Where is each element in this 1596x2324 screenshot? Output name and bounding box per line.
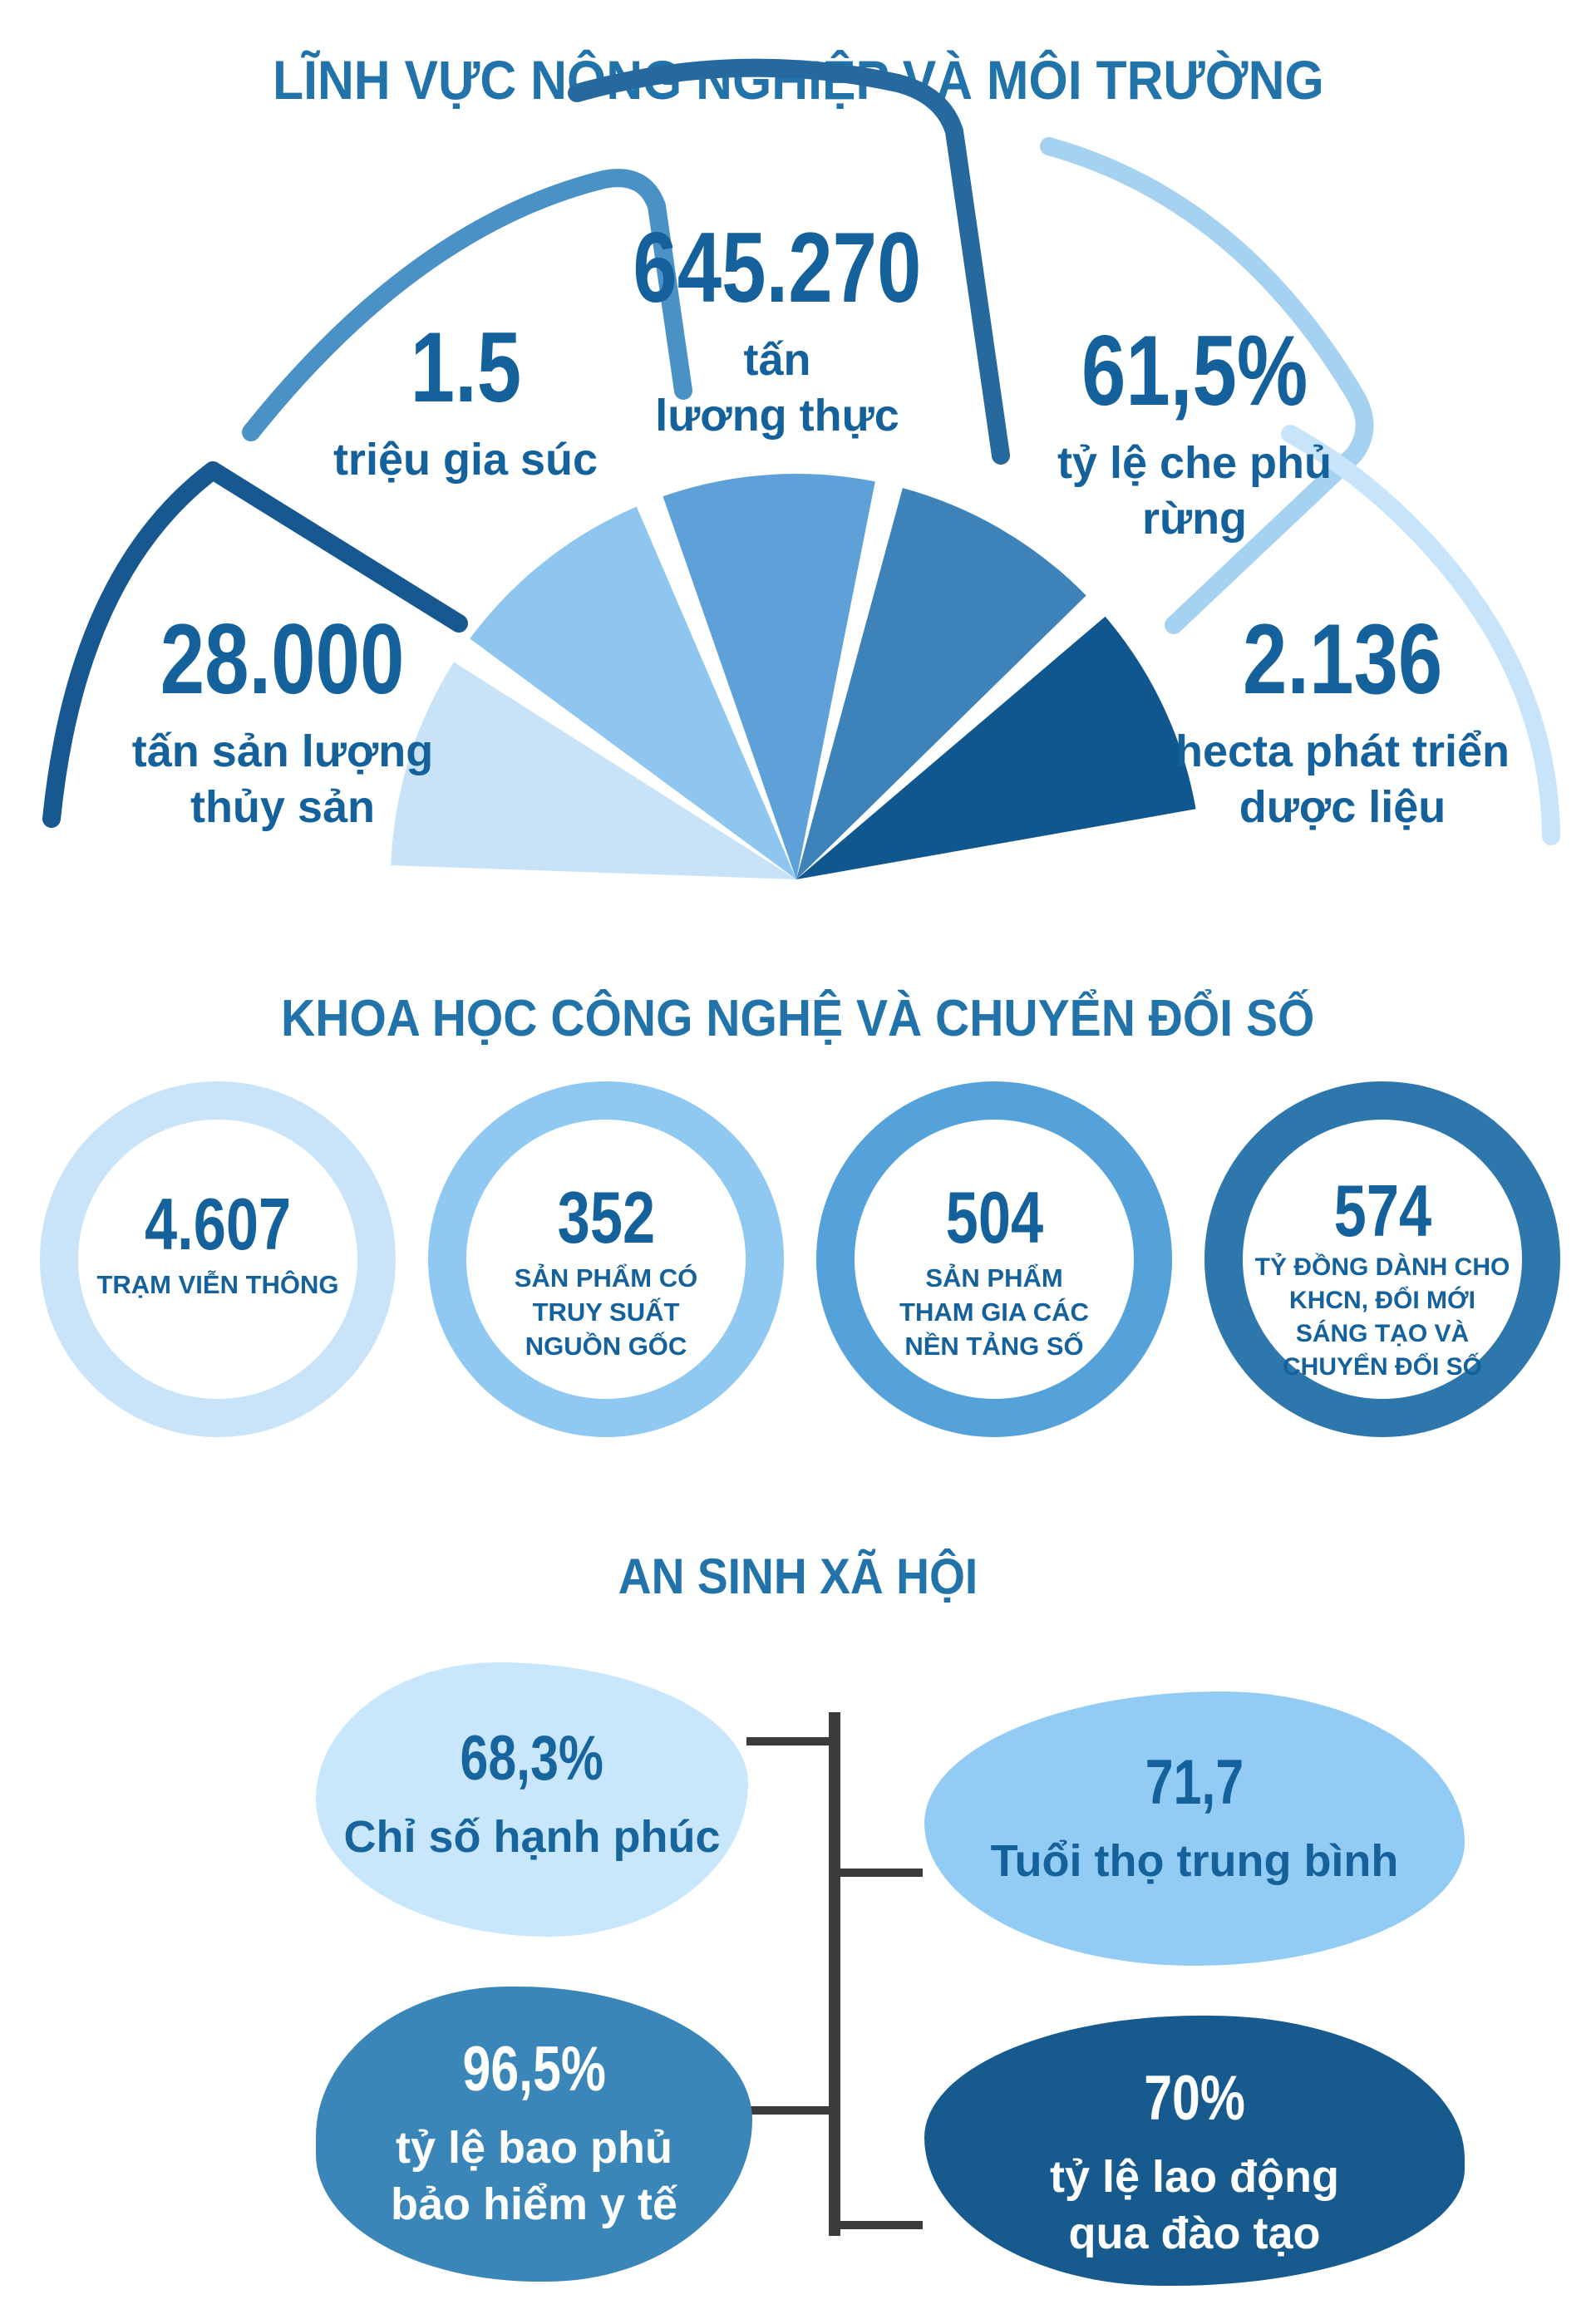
fan-wedge-3 xyxy=(663,474,875,879)
stat-blob-life-expectancy: 71,7 Tuổi thọ trung bình xyxy=(924,1691,1465,1966)
connector-branch-life-expectancy xyxy=(840,1869,923,1877)
circle-label: SẢN PHẨM THAM GIA CÁC NỀN TẢNG SỐ xyxy=(899,1263,1089,1361)
stat-duoc-lieu-label: hecta phát triển dược liệu xyxy=(1175,726,1510,832)
petal-arc-duoc-lieu xyxy=(1281,425,1560,845)
petal-arc-thuy-san xyxy=(42,461,468,828)
petal-arc-luong-thuc xyxy=(568,58,1010,465)
circle-value: 4.607 xyxy=(144,1183,292,1265)
stat-gia-suc: 1.5 triệu gia súc xyxy=(299,318,632,488)
connector-branch-happiness xyxy=(746,1737,829,1745)
stat-duoc-lieu-value: 2.136 xyxy=(1242,603,1443,715)
stat-blob-trained-labor: 70% tỷ lệ lao động qua đào tạo xyxy=(924,2016,1465,2286)
stat-circle-tram-vien-thong: 4.607 TRẠM VIỄN THÔNG xyxy=(40,1081,396,1437)
section-title-agriculture: LĨNH VỰC NÔNG NGHIỆP VÀ MÔI TRƯỜNG xyxy=(0,48,1596,111)
stat-duoc-lieu: 2.136 hecta phát triển dược liệu xyxy=(1135,609,1550,835)
section-title-social-text: AN SINH XÃ HỘI xyxy=(618,1549,978,1604)
fan-wedge-2 xyxy=(470,506,796,879)
section-title-agriculture-text: LĨNH VỰC NÔNG NGHIỆP VÀ MÔI TRƯỜNG xyxy=(272,49,1324,111)
blob-label: Tuổi thọ trung bình xyxy=(990,1836,1399,1886)
stat-che-phu-rung: 61,5% tỷ lệ che phủ rừng xyxy=(987,321,1402,547)
stat-circle-ty-dong-khcn: 574 TỶ ĐỒNG DÀNH CHO KHCN, ĐỔI MỚI SÁNG … xyxy=(1204,1081,1560,1437)
circle-value: 352 xyxy=(557,1176,655,1258)
petal-arc-che-phu-rung xyxy=(1040,137,1374,634)
stat-circle-truy-suat-nguon-goc: 352 SẢN PHẨM CÓ TRUY SUẤT NGUỒN GỐC xyxy=(428,1081,784,1437)
stat-gia-suc-value: 1.5 xyxy=(410,312,521,423)
petal-arc-gia-suc xyxy=(242,169,692,441)
fan-wedge-1 xyxy=(391,662,796,879)
stat-luong-thuc-value: 645.270 xyxy=(633,212,922,323)
stat-thuy-san-label: tấn sản lượng thủy sản xyxy=(131,726,434,832)
blob-value: 71,7 xyxy=(1145,1747,1244,1818)
circle-value: 504 xyxy=(945,1176,1043,1258)
stat-thuy-san-value: 28.000 xyxy=(160,603,405,715)
section-title-social: AN SINH XÃ HỘI xyxy=(0,1548,1596,1605)
circle-label: TỶ ĐỒNG DÀNH CHO KHCN, ĐỔI MỚI SÁNG TẠO … xyxy=(1254,1253,1510,1381)
connector-branch-trained-labor xyxy=(840,2221,923,2229)
section-title-technology-text: KHOA HỌC CÔNG NGHỆ VÀ CHUYỂN ĐỔI SỐ xyxy=(281,990,1315,1047)
circle-label: SẢN PHẨM CÓ TRUY SUẤT NGUỒN GỐC xyxy=(514,1263,698,1361)
stat-circle-nen-tang-so: 504 SẢN PHẨM THAM GIA CÁC NỀN TẢNG SỐ xyxy=(816,1081,1172,1437)
fan-chart xyxy=(42,58,1560,879)
stat-thuy-san: 28.000 tấn sản lượng thủy sản xyxy=(75,609,490,835)
blob-value: 96,5% xyxy=(462,2034,606,2105)
fan-wedge-5 xyxy=(796,616,1196,879)
blob-value: 70% xyxy=(1144,2063,1245,2134)
blob-value: 68,3% xyxy=(460,1723,604,1794)
stat-luong-thuc: 645.270 tấn lương thực xyxy=(569,218,985,444)
stat-che-phu-rung-label: tỷ lệ che phủ rừng xyxy=(1057,438,1332,544)
connector-trunk xyxy=(829,1712,840,2236)
section-title-technology: KHOA HỌC CÔNG NGHỆ VÀ CHUYỂN ĐỔI SỐ xyxy=(0,989,1596,1048)
circle-label: TRẠM VIỄN THÔNG xyxy=(96,1270,339,1299)
fan-wedge-4 xyxy=(796,488,1086,879)
stat-che-phu-rung-value: 61,5% xyxy=(1081,315,1308,426)
blob-label: Chỉ số hạnh phúc xyxy=(343,1812,721,1862)
stat-blob-happiness-index: 68,3% Chỉ số hạnh phúc xyxy=(316,1662,748,1937)
blob-label: tỷ lệ lao động qua đào tạo xyxy=(1049,2152,1340,2258)
stat-luong-thuc-label: tấn lương thực xyxy=(655,335,899,441)
blob-label: tỷ lệ bao phủ bảo hiểm y tế xyxy=(390,2123,678,2229)
stat-blob-health-insurance: 96,5% tỷ lệ bao phủ bảo hiểm y tế xyxy=(316,1987,752,2282)
connector-branch-insurance xyxy=(744,2106,829,2115)
stat-gia-suc-label: triệu gia súc xyxy=(332,435,598,485)
circle-value: 574 xyxy=(1333,1169,1431,1252)
